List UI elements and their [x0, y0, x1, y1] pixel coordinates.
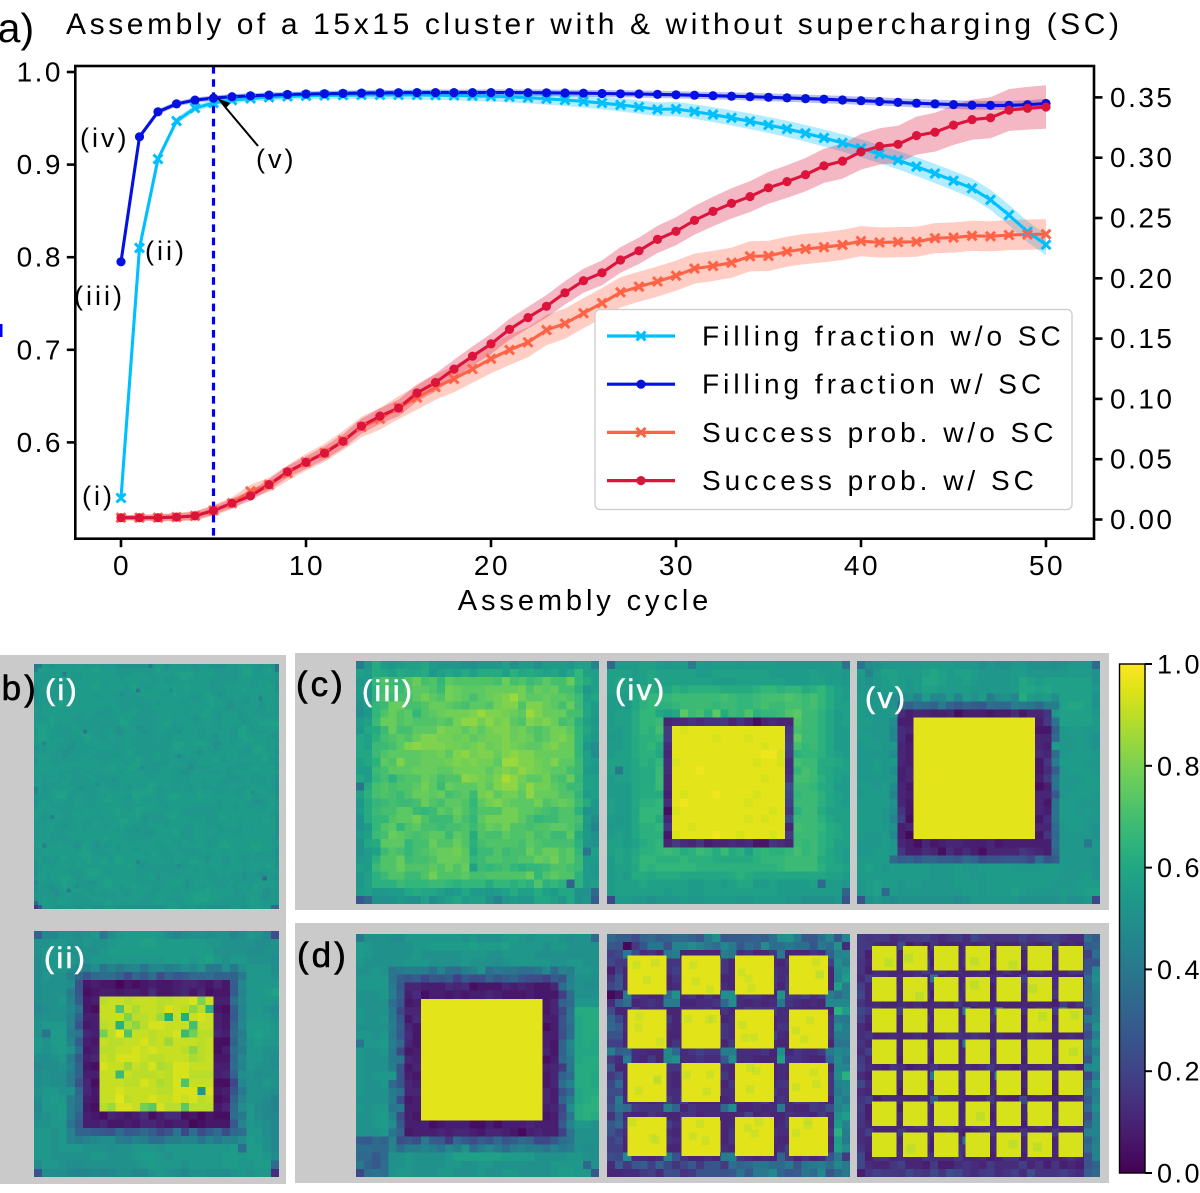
svg-text:50: 50: [1029, 550, 1065, 581]
svg-text:0.0: 0.0: [1157, 1159, 1200, 1189]
svg-text:0.8: 0.8: [1157, 751, 1200, 781]
svg-text:0.8: 0.8: [17, 242, 63, 273]
svg-text:0.25: 0.25: [1110, 203, 1175, 234]
svg-text:Success prob. w/o SC: Success prob. w/o SC: [702, 417, 1057, 448]
svg-text:0.6: 0.6: [17, 427, 63, 458]
svg-text:Assembly cycle: Assembly cycle: [458, 585, 712, 617]
svg-text:1.0: 1.0: [17, 57, 63, 88]
svg-text:1.0: 1.0: [1157, 655, 1200, 680]
svg-text:0.6: 0.6: [1157, 853, 1200, 883]
svg-text:0.20: 0.20: [1110, 263, 1175, 294]
svg-text:(ii): (ii): [145, 236, 187, 266]
svg-text:20: 20: [474, 550, 510, 581]
svg-text:0.15: 0.15: [1110, 323, 1175, 354]
svg-text:0.30: 0.30: [1110, 142, 1175, 173]
svg-text:Filling fraction w/ SC: Filling fraction w/ SC: [702, 369, 1045, 400]
svg-text:0.10: 0.10: [1110, 383, 1175, 414]
svg-text:0: 0: [113, 550, 131, 581]
svg-text:0.2: 0.2: [1157, 1057, 1200, 1087]
svg-text:Success prob. w/ SC: Success prob. w/ SC: [702, 465, 1038, 496]
svg-text:(iv): (iv): [80, 123, 129, 153]
svg-text:(v): (v): [256, 144, 296, 174]
svg-text:(iii): (iii): [74, 281, 125, 311]
svg-text:(i): (i): [82, 481, 115, 511]
svg-text:0.05: 0.05: [1110, 444, 1175, 475]
svg-text:0.7: 0.7: [17, 334, 63, 365]
svg-text:0.35: 0.35: [1110, 82, 1175, 113]
svg-text:0.9: 0.9: [17, 149, 63, 180]
svg-text:0.00: 0.00: [1110, 504, 1175, 535]
svg-text:0.4: 0.4: [1157, 955, 1200, 985]
svg-text:(a): (a): [0, 5, 34, 51]
svg-text:Filling fraction w/o SC: Filling fraction w/o SC: [702, 321, 1065, 352]
svg-text:40: 40: [844, 550, 880, 581]
svg-text:30: 30: [659, 550, 695, 581]
svg-text:Assembly of a 15x15 cluster wi: Assembly of a 15x15 cluster with & witho…: [66, 8, 1123, 41]
svg-text:10: 10: [289, 550, 325, 581]
